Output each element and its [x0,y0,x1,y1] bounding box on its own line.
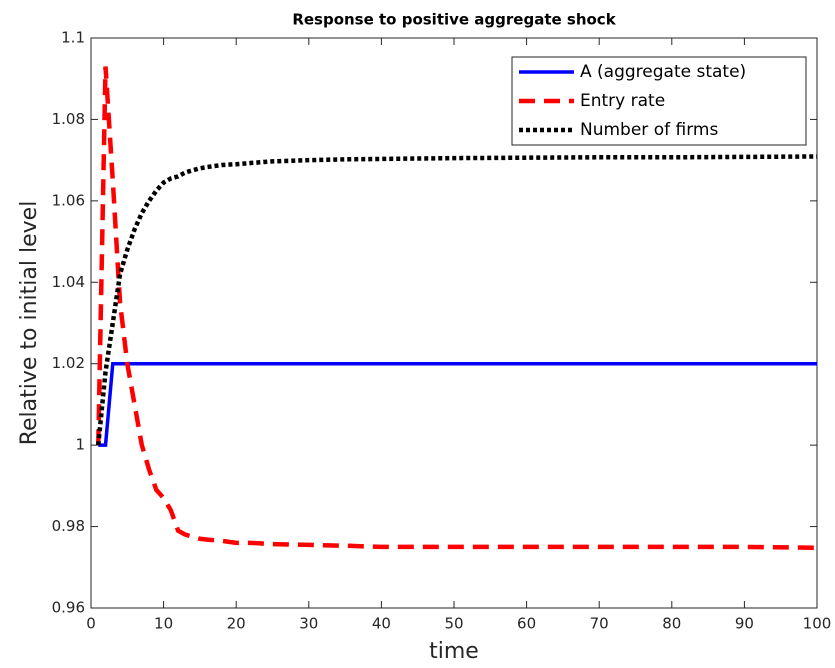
series-line [96,66,818,550]
series-line [98,361,817,447]
x-tick-label: 80 [662,615,681,633]
legend-label: Number of firms [580,120,718,140]
y-tick-label: 1.08 [52,110,85,128]
x-tick-label: 0 [86,615,96,633]
chart-title: Response to positive aggregate shock [292,11,616,29]
y-tick-label: 0.98 [52,517,85,535]
y-tick-label: 1.1 [61,29,85,47]
legend-label: Entry rate [580,91,665,111]
x-tick-label: 100 [803,615,832,633]
series-line [96,154,818,446]
y-axis-label: Relative to initial level [17,201,42,446]
x-tick-label: 30 [299,615,318,633]
y-tick-label: 1 [75,436,85,454]
x-tick-label: 50 [444,615,463,633]
x-tick-label: 20 [227,615,246,633]
x-tick-label: 60 [517,615,536,633]
y-tick-label: 0.96 [52,599,85,617]
y-tick-label: 1.02 [52,354,85,372]
y-tick-label: 1.06 [52,191,85,209]
x-tick-label: 70 [590,615,609,633]
x-tick-label: 90 [735,615,754,633]
legend-label: A (aggregate state) [580,62,746,82]
y-tick-label: 1.04 [52,273,85,291]
x-tick-label: 10 [154,615,173,633]
x-tick-label: 40 [372,615,391,633]
x-axis-label: time [429,639,479,664]
